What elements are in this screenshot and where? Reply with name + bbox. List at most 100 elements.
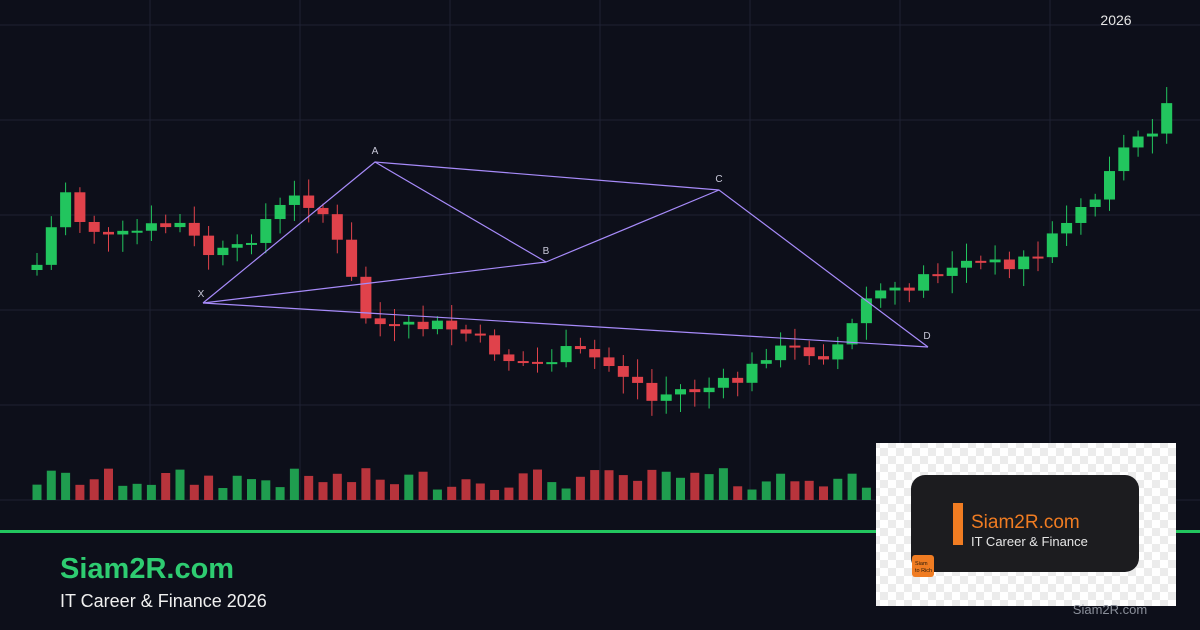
candle-body: [703, 387, 715, 393]
volume-bar: [690, 472, 700, 500]
candle-body: [460, 329, 472, 334]
volume-bar: [204, 475, 214, 500]
candle-body: [88, 221, 100, 232]
volume-bar: [247, 479, 256, 500]
candle-body: [331, 214, 343, 240]
logo-subtitle: IT Career & Finance: [971, 534, 1088, 549]
volume-bar: [289, 468, 299, 500]
candle-body: [1161, 103, 1173, 134]
candle-body: [1146, 133, 1158, 137]
volume-bar: [647, 469, 657, 500]
volume-bar: [861, 487, 871, 500]
candle-body: [389, 324, 400, 327]
volume-bar: [232, 475, 242, 500]
volume-bar: [304, 475, 314, 500]
volume-bar: [776, 473, 786, 500]
candle-body: [474, 333, 486, 336]
candle-body: [675, 389, 686, 395]
candle-body: [961, 260, 972, 268]
volume-bar: [633, 480, 643, 500]
candle-body: [646, 382, 658, 401]
candle-body: [174, 222, 186, 228]
candle-body: [489, 335, 501, 355]
volume-bar: [175, 469, 185, 500]
candle-body: [217, 247, 229, 256]
logo-card: Siam2R.com IT Career & Finance Siam to R…: [876, 443, 1176, 606]
pattern-labels: X A B C D: [198, 146, 931, 342]
candle-body: [260, 219, 272, 243]
candle-body: [560, 346, 572, 363]
candle-body: [374, 318, 386, 325]
candle-body: [346, 239, 358, 277]
candle-body: [1089, 199, 1101, 207]
candle-body: [932, 274, 944, 277]
candle-body: [946, 267, 958, 276]
volume-bar: [747, 489, 757, 500]
watermark: Siam2R.com: [1073, 602, 1147, 617]
volume-bar: [790, 481, 800, 500]
candle-body: [288, 195, 300, 205]
volume-bar: [604, 470, 614, 500]
divider: [0, 530, 1200, 533]
candle-body: [1018, 256, 1030, 270]
candle-body: [818, 356, 829, 360]
volume-bar: [332, 473, 342, 500]
candle-body: [532, 361, 543, 364]
candle-body: [231, 244, 243, 248]
candle-body: [1104, 171, 1115, 200]
candle-body: [803, 347, 815, 357]
volume-bar: [561, 488, 571, 500]
volume-bar: [461, 479, 471, 500]
volume-bar: [733, 486, 743, 500]
volume-bar: [490, 489, 500, 500]
candle-body: [203, 235, 215, 256]
grid: [0, 0, 1200, 501]
volume-bar: [575, 476, 585, 500]
candle-body: [632, 376, 644, 383]
candle-body: [317, 207, 329, 215]
candle-body: [446, 320, 458, 330]
candle-body: [846, 323, 858, 345]
candle-body: [660, 394, 672, 401]
candle-body: [60, 192, 72, 228]
candle-body: [689, 389, 701, 393]
candle-body: [1061, 222, 1073, 234]
candle-body: [74, 192, 86, 222]
candle-body: [989, 259, 1001, 263]
volume-bar: [318, 482, 328, 500]
candle-body: [717, 377, 729, 388]
volume-bar: [761, 481, 771, 500]
volume-bar: [676, 477, 685, 500]
badge-text: Siam: [915, 561, 928, 567]
badge-text: to Rich: [915, 568, 932, 574]
volume-bar: [189, 484, 199, 500]
volume-bar: [61, 472, 71, 500]
candle-body: [188, 222, 200, 236]
volume-bars: [32, 468, 871, 500]
candle-body: [775, 345, 787, 361]
candle-body: [789, 345, 801, 348]
candle-body: [246, 242, 257, 245]
volume-bar: [833, 478, 843, 500]
volume-bar: [89, 479, 99, 500]
candle-body: [517, 361, 529, 364]
logo-title: Siam2R.com: [971, 512, 1080, 533]
volume-bar: [261, 480, 271, 500]
pattern-label: A: [372, 146, 379, 157]
volume-bar: [819, 486, 828, 500]
candle-body: [574, 346, 586, 350]
volume-bar: [718, 468, 728, 500]
pattern-label: B: [543, 246, 550, 257]
candle-body: [145, 223, 157, 231]
candle-body: [31, 264, 43, 270]
volume-bar: [661, 471, 671, 500]
candle-body: [1032, 256, 1044, 259]
candle-body: [131, 230, 143, 233]
volume-bar: [475, 483, 485, 500]
volume-bar: [590, 470, 600, 500]
footer-subtitle: IT Career & Finance 2026: [60, 591, 267, 611]
volume-bar: [504, 487, 514, 500]
volume-bar: [32, 484, 42, 500]
volume-bar: [804, 480, 814, 500]
